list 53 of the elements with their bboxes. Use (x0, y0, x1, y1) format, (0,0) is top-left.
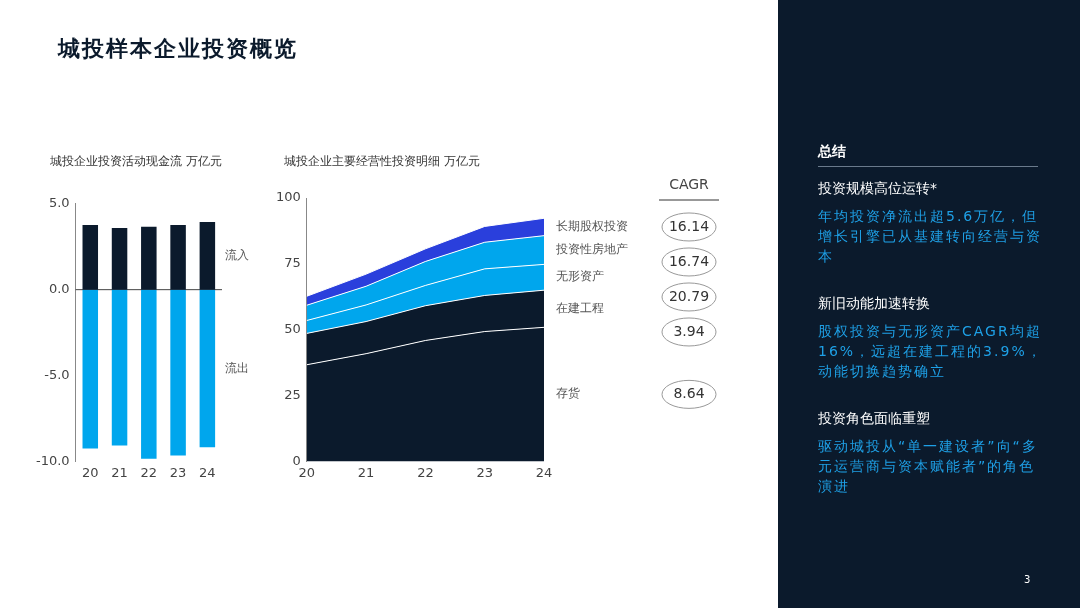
x-tick-label: 22 (417, 464, 434, 480)
y-tick-label: -5.0 (44, 366, 70, 382)
x-tick-label: 22 (140, 464, 158, 480)
text: CAGR (669, 175, 710, 192)
x-tick-label: 21 (357, 464, 375, 480)
series-label: 流入 (225, 247, 250, 262)
bar (82, 289, 99, 449)
y-tick-label: -10.0 (36, 452, 70, 468)
series-label: 在建工程 (556, 300, 604, 315)
text: 年均投资净流出超5.6万亿，但增长引擎已从基建转向经营与资本 (818, 207, 1043, 266)
bar (170, 224, 186, 290)
y-tick-label: 50 (284, 321, 301, 337)
bar (111, 228, 128, 290)
series-label: 无形资产 (556, 269, 604, 284)
text: 驱动城投从“单一建设者”向“多元运营商与资本赋能者”的角色演进 (818, 437, 1039, 496)
text: 投资角色面临重塑 (818, 410, 930, 428)
series-label: 流出 (225, 360, 250, 375)
text: 8.64 (673, 385, 705, 402)
chart-title: 城投企业主要经营性投资明细 万亿元 (284, 153, 480, 170)
text: 总结 (818, 143, 846, 161)
x-tick-label: 24 (199, 464, 216, 480)
x-tick-label: 24 (535, 464, 553, 480)
text: 20.79 (668, 287, 710, 304)
text: 新旧动能加速转换 (818, 295, 930, 313)
bar (170, 289, 186, 456)
series-label: 投资性房地产 (555, 242, 628, 257)
text: 3.94 (673, 322, 705, 339)
chart-title: 城投企业投资活动现金流 万亿元 (50, 153, 222, 170)
series-label: 存货 (556, 386, 580, 401)
x-tick-label: 20 (298, 464, 316, 480)
y-tick-label: 100 (275, 189, 301, 205)
bar (141, 289, 157, 459)
bar (199, 222, 216, 290)
series-label: 长期股权投资 (556, 219, 628, 234)
x-tick-label: 23 (476, 464, 493, 480)
y-tick-label: 0 (292, 452, 301, 468)
text: 16.74 (668, 252, 710, 269)
text: 3 (1024, 574, 1031, 585)
bar (82, 224, 99, 290)
y-tick-label: 5.0 (48, 195, 70, 211)
x-tick-label: 23 (169, 464, 187, 480)
bar (141, 226, 157, 290)
y-tick-label: 0.0 (48, 281, 70, 297)
y-tick-label: 25 (284, 386, 301, 402)
x-tick-label: 20 (82, 464, 99, 480)
text: 股权投资与无形资产CAGR均超16%，远超在建工程的3.9%，动能切换趋势确立 (818, 322, 1044, 381)
bar (199, 289, 216, 448)
text: 城投样本企业投资概览 (58, 35, 298, 63)
text: 16.14 (668, 217, 710, 234)
bar (111, 289, 128, 446)
y-tick-label: 75 (284, 255, 301, 271)
x-tick-label: 21 (111, 464, 128, 480)
text: 投资规模高位运转* (818, 180, 937, 198)
